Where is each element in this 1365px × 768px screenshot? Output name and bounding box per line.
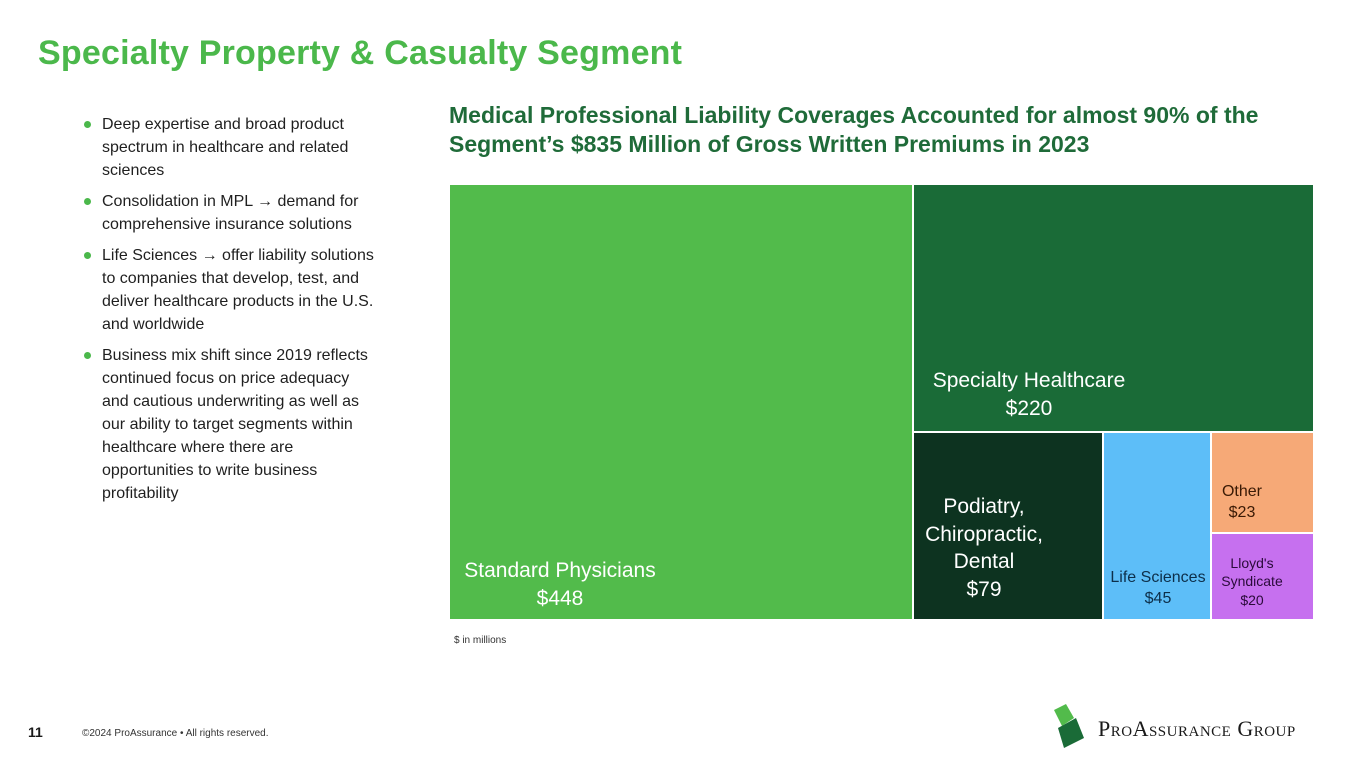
bullet-item: Deep expertise and broad product spectru… xyxy=(84,113,374,182)
treemap-category-label: Life Sciences xyxy=(1110,569,1206,586)
bullet-text: Life Sciences → offer liability solution… xyxy=(102,247,374,333)
treemap-label: Specialty Healthcare $220 xyxy=(914,367,1144,422)
bullet-item: Business mix shift since 2019 reflects c… xyxy=(84,344,374,505)
treemap-category-label: Podiatry, xyxy=(943,495,1025,518)
treemap-category-label: Chiropractic, xyxy=(925,522,1043,546)
treemap-label: Podiatry, Chiropractic, Dental $79 xyxy=(914,493,1054,604)
treemap-value-label: $79 xyxy=(966,578,1002,602)
treemap-value-label: $23 xyxy=(1228,504,1256,522)
treemap-tile-standard-physicians: Standard Physicians $448 xyxy=(449,184,913,620)
bullet-text: Consolidation in MPL → demand for compre… xyxy=(102,193,359,233)
treemap-value-label: $220 xyxy=(1005,396,1053,420)
treemap-tile-podiatry-chiropractic-dental: Podiatry, Chiropractic, Dental $79 xyxy=(913,432,1103,620)
bullet-text: Business mix shift since 2019 reflects c… xyxy=(102,347,368,502)
treemap-category-label: Dental xyxy=(953,550,1015,574)
bullet-dot-icon xyxy=(84,198,91,205)
bullet-dot-icon xyxy=(84,121,91,128)
unit-note: $ in millions xyxy=(454,635,507,646)
treemap-category-label: Standard Physicians xyxy=(464,559,656,582)
treemap-label: Lloyd's Syndicate $20 xyxy=(1212,554,1292,609)
bullet-item: Consolidation in MPL → demand for compre… xyxy=(84,190,374,236)
treemap-value-label: $20 xyxy=(1240,591,1264,608)
logo-text: ProAssurance Group xyxy=(1098,716,1296,741)
bullet-dot-icon xyxy=(84,352,91,359)
slide-title: Specialty Property & Casualty Segment xyxy=(38,34,683,72)
bullet-item: Life Sciences → offer liability solution… xyxy=(84,244,374,336)
bullet-list: Deep expertise and broad product spectru… xyxy=(84,113,374,513)
page-number: 11 xyxy=(28,724,43,740)
treemap-tile-other: Other $23 xyxy=(1211,432,1314,533)
treemap-tile-specialty-healthcare: Specialty Healthcare $220 xyxy=(913,184,1314,432)
treemap-tile-lloyd-s-syndicate: Lloyd's Syndicate $20 xyxy=(1211,533,1314,620)
treemap-label: Other $23 xyxy=(1212,481,1272,523)
treemap-label: Life Sciences $45 xyxy=(1104,567,1210,609)
treemap-value-label: $448 xyxy=(536,586,584,610)
copyright-text: ©2024 ProAssurance • All rights reserved… xyxy=(82,728,269,739)
treemap-value-label: $45 xyxy=(1144,590,1172,608)
logo-leaf-icon xyxy=(1054,704,1084,748)
treemap-category-label: Specialty Healthcare xyxy=(932,369,1126,392)
treemap-label: Standard Physicians $448 xyxy=(450,557,670,612)
treemap-chart: Standard Physicians $448 Specialty Healthc… xyxy=(449,184,1314,620)
treemap-category-label: Lloyd's xyxy=(1230,555,1274,571)
proassurance-logo: ProAssurance Group xyxy=(1052,704,1327,748)
bullet-dot-icon xyxy=(84,252,91,259)
bullet-text: Deep expertise and broad product spectru… xyxy=(102,116,349,179)
treemap-category-label: Other xyxy=(1221,483,1262,500)
chart-title: Medical Professional Liability Coverages… xyxy=(449,102,1259,157)
treemap-category-label: Syndicate xyxy=(1221,573,1283,590)
treemap-tile-life-sciences: Life Sciences $45 xyxy=(1103,432,1211,620)
